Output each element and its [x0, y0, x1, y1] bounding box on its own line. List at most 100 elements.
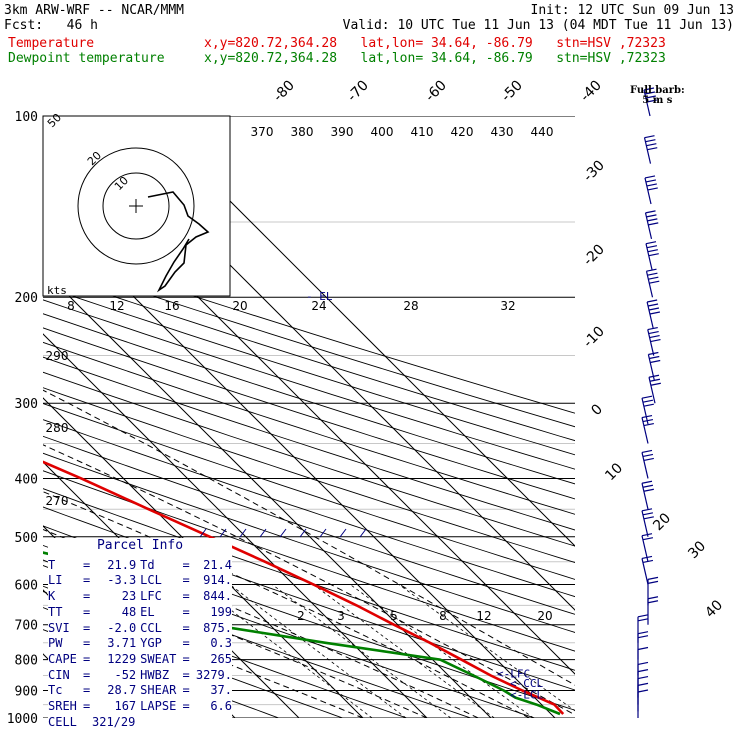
- dry-adiabat-line: [43, 585, 407, 718]
- wind-barb-flag: [648, 330, 659, 335]
- wind-barb-flag: [648, 253, 659, 257]
- dewpoint-legend-info: x,y=820.72,364.28 lat,lon= 34.64, -86.79…: [204, 51, 666, 66]
- dry-adiabat-line: [43, 285, 575, 456]
- wind-barb: [641, 508, 654, 537]
- wind-barb: [644, 210, 659, 240]
- parcel-key: CIN: [48, 667, 70, 682]
- wind-barb: [641, 414, 654, 444]
- parcel-key: SWEAT: [140, 651, 177, 666]
- wind-barb-flag: [647, 326, 658, 331]
- parcel-key: K: [48, 589, 56, 604]
- parcel-key: LI: [48, 573, 63, 588]
- parcel-value: 21.4: [203, 557, 232, 572]
- parcel-value: 914.: [203, 573, 232, 588]
- wind-barb: [647, 326, 661, 356]
- dry-adiabat-line: [43, 341, 575, 515]
- wind-barb: [645, 241, 659, 270]
- dry-adiabat-line: [43, 246, 575, 414]
- pressure-tick-label: 200: [15, 291, 38, 306]
- theta-e-label: 400: [371, 125, 394, 139]
- wind-barb: [637, 614, 649, 643]
- wind-barb-flag: [649, 355, 660, 360]
- hash-mark: [199, 528, 207, 538]
- wind-barb-flag: [637, 631, 649, 635]
- wind-barb-flag: [643, 516, 654, 520]
- parcel-value: 875.: [203, 620, 232, 635]
- pressure-tick-label: 100: [15, 110, 38, 125]
- parcel-row: SREH = 167 LAPSE = 6.6: [48, 699, 232, 714]
- mixing-ratio-line: [349, 584, 534, 718]
- isotherm-line: [43, 269, 492, 718]
- parcel-key: TT: [48, 604, 63, 619]
- wind-barb-flag: [642, 512, 654, 516]
- wind-barb-flag: [637, 669, 649, 673]
- parcel-key: YGP: [140, 636, 162, 651]
- pressure-tick-label: 1000: [7, 712, 38, 727]
- isotherm-label: -20: [580, 241, 607, 268]
- pressure-tick-label: 400: [15, 472, 38, 487]
- wind-barb: [641, 395, 654, 425]
- wind-barb: [641, 480, 654, 510]
- wind-barb-flag: [646, 214, 657, 218]
- wind-barb-flag: [641, 395, 653, 399]
- hodograph-speed-label: 8: [67, 299, 75, 313]
- wind-barb-flag: [649, 378, 661, 382]
- parcel-info-title: Parcel Info: [96, 538, 184, 553]
- wind-barb-flag: [647, 580, 659, 584]
- parcel-value: 21.9: [107, 557, 137, 572]
- wind-barb: [637, 689, 649, 718]
- wind-barb-flag: [641, 449, 653, 454]
- dry-adiabat-line: [43, 470, 575, 652]
- parcel-key: HWBZ: [140, 667, 170, 682]
- isotherm-label: 20: [650, 510, 674, 534]
- theta-e-label: 420: [451, 125, 474, 139]
- parcel-value: 199: [210, 604, 232, 619]
- wind-barb-flag: [647, 600, 659, 604]
- wind-barb-flag: [647, 596, 659, 600]
- mixing-ratio-label: 20: [537, 609, 552, 623]
- theta-e-label: 370: [251, 125, 274, 139]
- isotherm-line: [144, 116, 575, 547]
- pressure-tick-label: 800: [15, 654, 38, 669]
- wind-barb-flag: [647, 187, 658, 191]
- wind-barb-flag: [647, 147, 658, 151]
- parcel-value: 265: [210, 651, 232, 666]
- wind-barb-flag: [643, 488, 654, 492]
- isotherm-label: 40: [702, 597, 726, 621]
- wind-barb-flag: [645, 139, 656, 143]
- parcel-value: 37.: [210, 683, 232, 698]
- theta-e-label: 380: [291, 125, 314, 139]
- wind-barb: [645, 268, 660, 298]
- isotherm-label: -80: [270, 77, 297, 104]
- moist-adiabat-line: [43, 559, 428, 718]
- parcel-key: SREH: [48, 699, 77, 714]
- pressure-tick-label: 700: [15, 619, 38, 634]
- wind-barb-flag: [642, 484, 654, 488]
- wind-barb-flag: [642, 453, 654, 458]
- parcel-key: LAPSE: [140, 699, 177, 714]
- mixing-ratio-label: 8: [439, 609, 447, 623]
- dry-adiabat-line: [43, 387, 575, 564]
- isotherm-label: 0: [588, 401, 606, 419]
- hash-mark: [239, 528, 247, 538]
- isotherm-line: [43, 333, 428, 718]
- wind-barb-flag: [650, 338, 661, 343]
- parcel-cell-value: 321/29: [92, 714, 136, 729]
- wind-barb-flag: [647, 299, 658, 303]
- wind-barb-flag: [647, 249, 658, 253]
- parcel-cell-row: CELL 321/29: [48, 715, 232, 731]
- parcel-value: 167: [114, 699, 137, 714]
- dewpoint-trace: [43, 551, 561, 716]
- mixing-ratio-label: 2: [297, 609, 305, 623]
- parcel-value: 6.6: [210, 699, 232, 714]
- wind-barb-flag: [646, 143, 657, 147]
- wind-barb-flag: [648, 276, 659, 280]
- parcel-value: -2.0: [107, 620, 137, 635]
- dry-adiabat-line: [43, 452, 575, 633]
- theta-e-label: 440: [531, 125, 554, 139]
- parcel-key: SHEAR: [140, 683, 177, 698]
- wind-barb-flag: [641, 480, 653, 484]
- isotherm-label: -50: [498, 77, 525, 104]
- mixing-ratio-line: [398, 584, 575, 712]
- hodograph-speed-label: 24: [311, 299, 326, 313]
